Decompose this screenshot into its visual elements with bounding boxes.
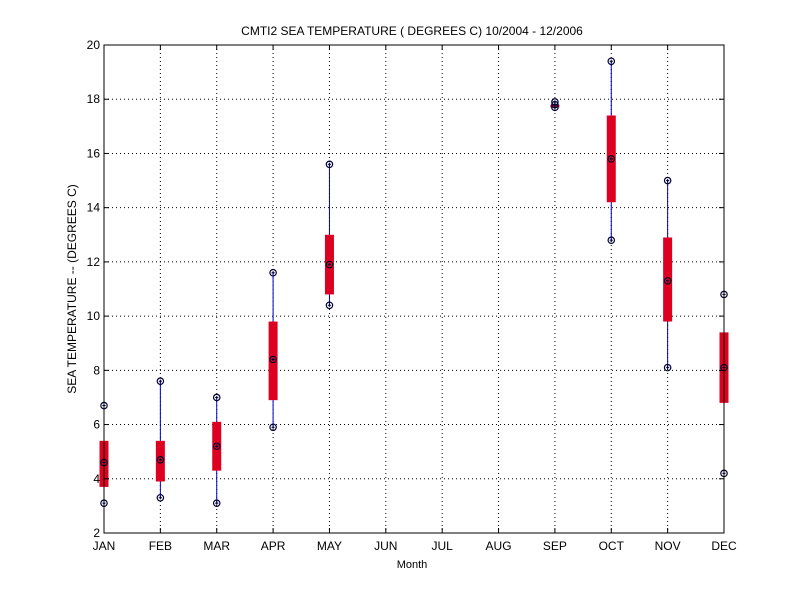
median-marker [607, 155, 616, 163]
y-tick-label: 2 [93, 526, 100, 540]
max-marker [325, 160, 334, 169]
x-tick-label: FEB [149, 539, 172, 553]
gridlines [103, 44, 725, 534]
y-tick-label: 10 [87, 309, 101, 323]
box-apr [268, 268, 278, 432]
median-marker [325, 260, 334, 269]
x-tick-label: OCT [599, 539, 625, 553]
y-tick-label: 6 [93, 418, 100, 432]
box-nov [663, 176, 673, 372]
x-tick-label: JUL [432, 539, 454, 553]
min-marker [156, 493, 165, 502]
box-feb [155, 377, 165, 502]
x-tick-label: JAN [93, 539, 116, 553]
boxplot-series [99, 57, 729, 507]
max-marker [212, 393, 221, 402]
min-marker [212, 499, 221, 507]
y-tick-label: 18 [87, 92, 101, 106]
x-tick-label: NOV [655, 539, 681, 553]
box-sep [550, 98, 560, 112]
box-may [324, 160, 334, 310]
median-marker [663, 277, 672, 285]
y-tick-label: 20 [87, 38, 101, 52]
y-axis-label: SEA TEMPERATURE -- (DEGREES C) [65, 184, 79, 394]
x-tick-label: AUG [486, 539, 512, 553]
chart-title: CMTI2 SEA TEMPERATURE ( DEGREES C) 10/20… [241, 24, 583, 38]
median-marker [212, 442, 221, 451]
y-tick-label: 8 [93, 363, 100, 377]
axes: 2 4 6 8 10 12 14 16 18 20 JAN FEB MAR APR MAY JUN JUL AUG… [87, 38, 737, 553]
x-tick-label: MAR [203, 539, 230, 553]
y-tick-label: 4 [93, 472, 100, 486]
box-mar [212, 393, 222, 507]
min-marker [325, 301, 334, 310]
box-oct [606, 57, 616, 245]
median-marker [156, 455, 165, 464]
x-tick-label: JUN [374, 539, 397, 553]
plot-frame [103, 44, 725, 534]
max-marker [663, 176, 672, 185]
max-marker [607, 57, 616, 66]
x-tick-label: SEP [543, 539, 567, 553]
min-marker [551, 103, 559, 112]
min-marker [663, 363, 672, 372]
y-tick-label: 14 [87, 201, 101, 215]
min-marker [269, 423, 277, 432]
x-tick-label: DEC [711, 539, 737, 553]
min-marker [607, 236, 616, 245]
median-marker [269, 355, 277, 364]
x-axis-label: Month [397, 559, 428, 571]
x-tick-label: MAY [317, 539, 342, 553]
y-tick-label: 12 [87, 255, 101, 269]
max-marker [156, 377, 165, 385]
y-tick-label: 16 [87, 146, 101, 160]
x-tick-label: APR [261, 539, 286, 553]
max-marker [269, 268, 277, 277]
